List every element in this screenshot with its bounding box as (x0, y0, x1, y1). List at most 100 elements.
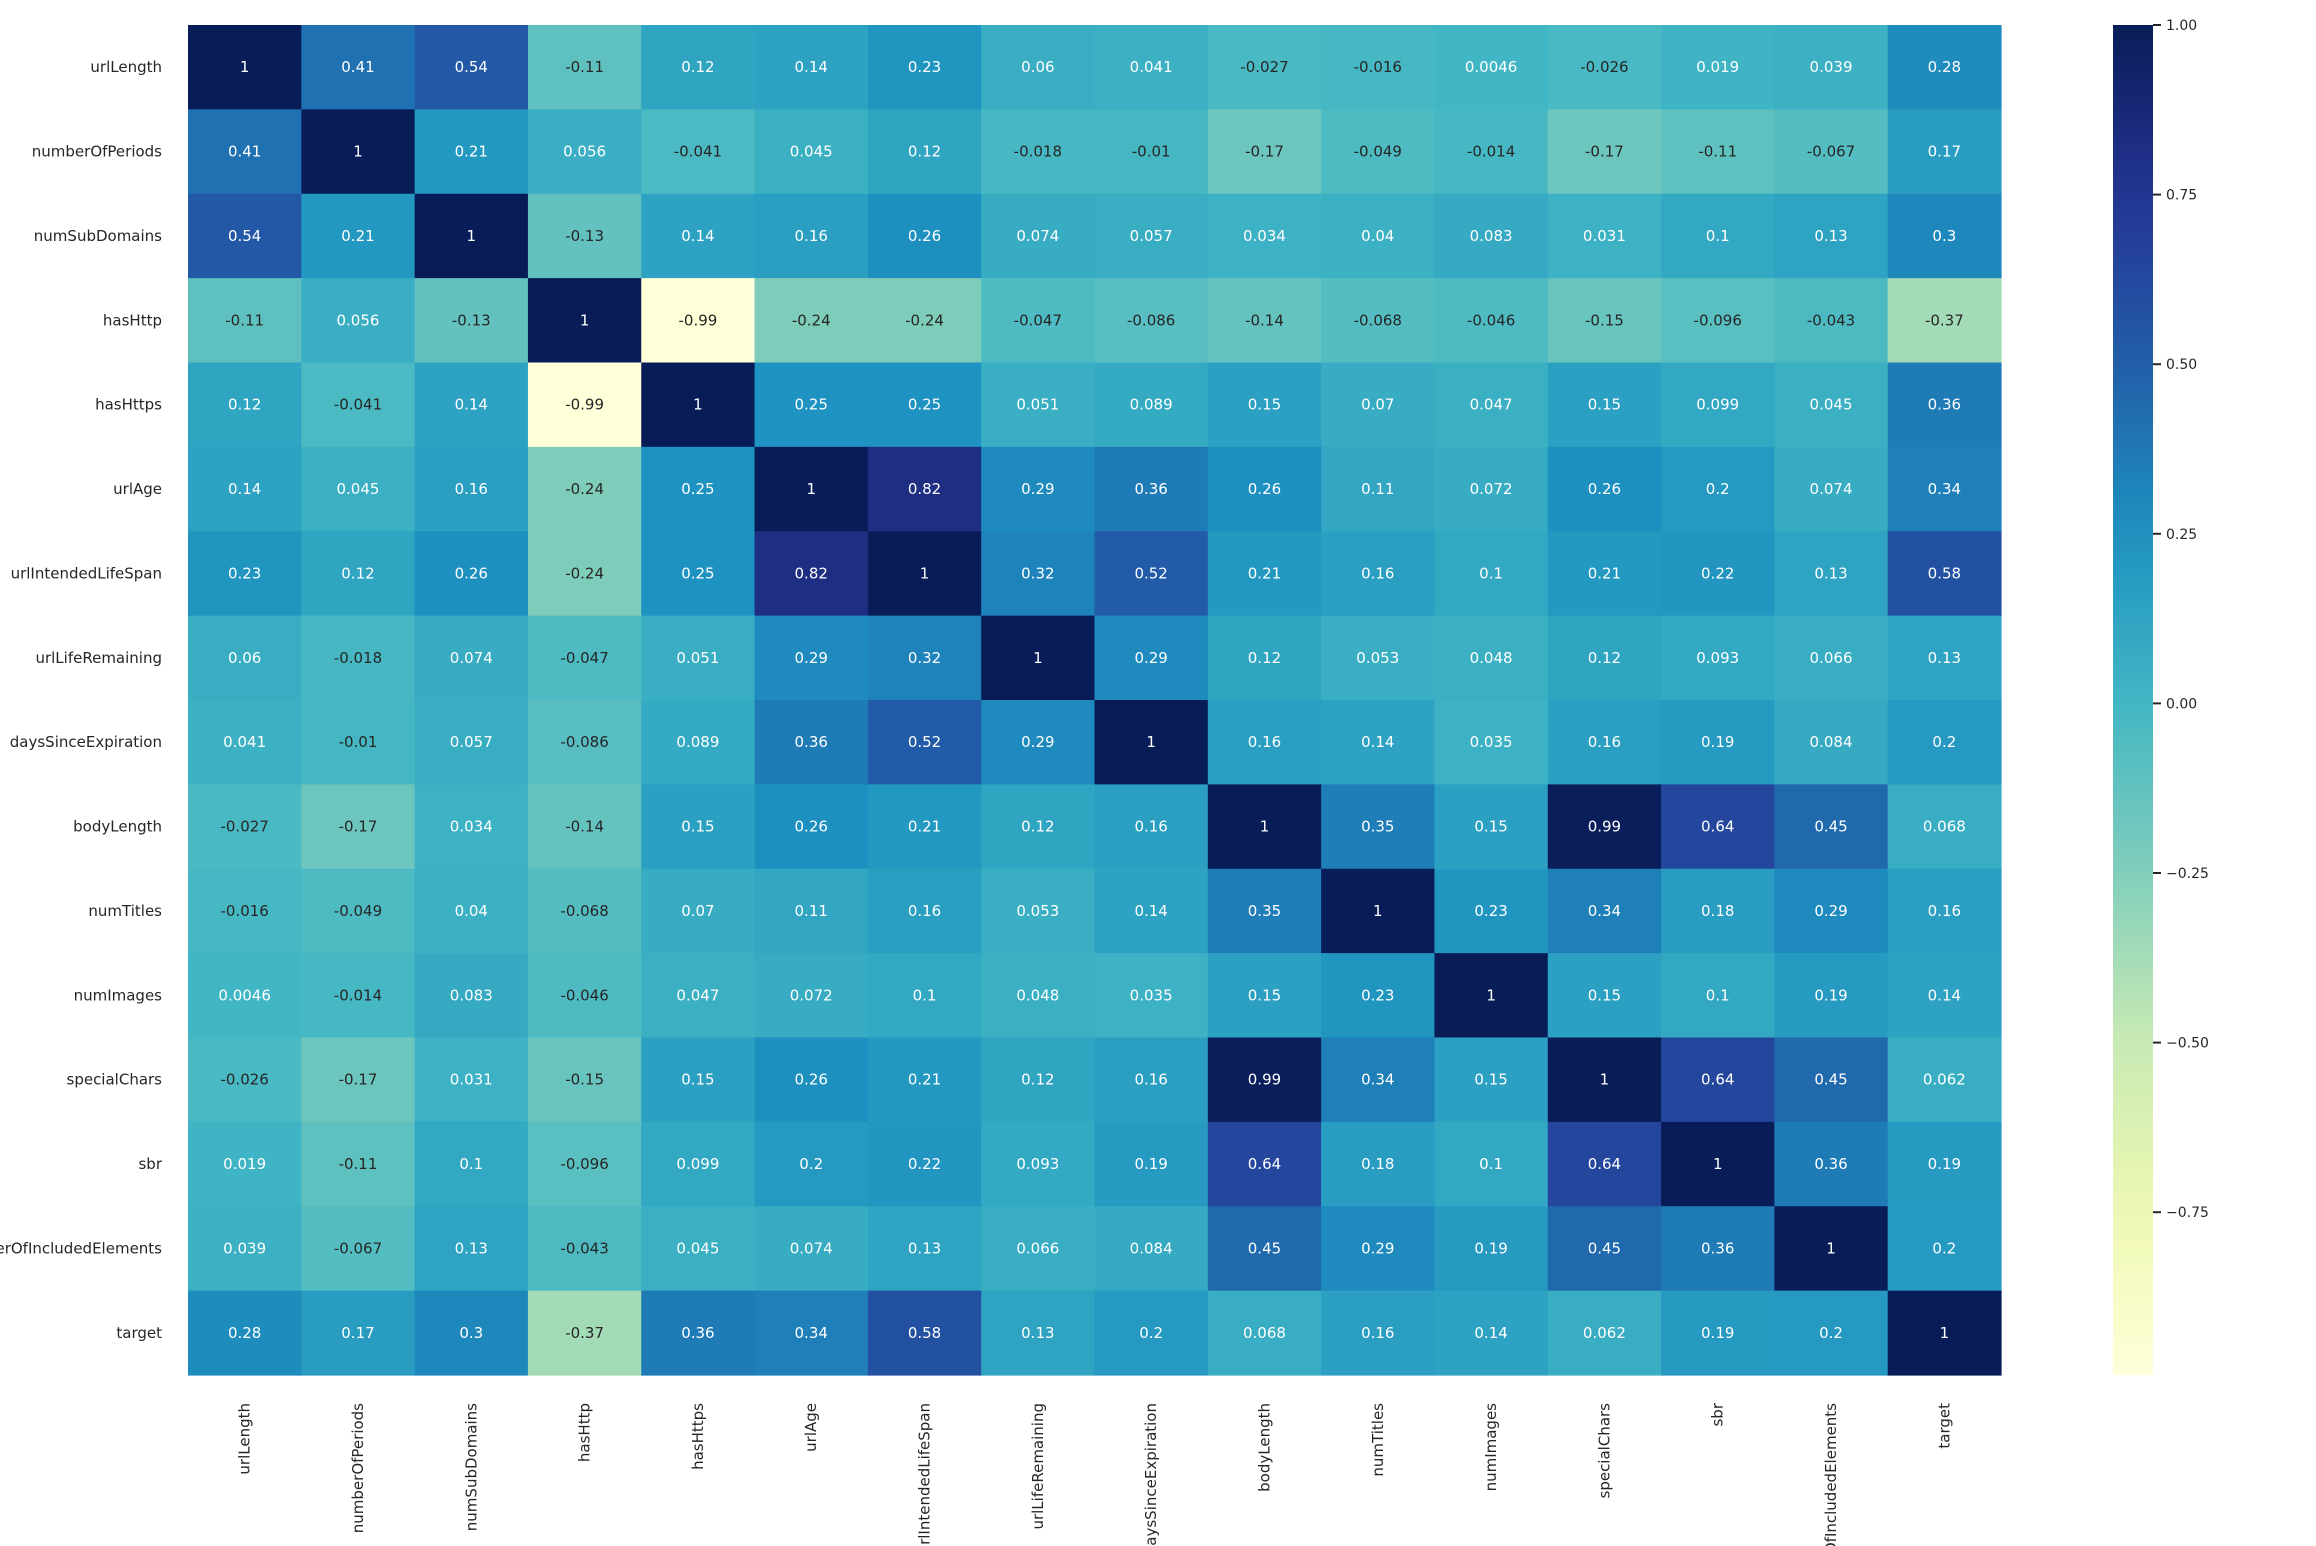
x-tick-label: numImages (1482, 1403, 1500, 1492)
heatmap-cell (1547, 446, 1662, 532)
cell-value-label: 0.45 (1588, 1239, 1621, 1257)
cell-value-label: 0.82 (908, 480, 941, 498)
heatmap-cell (414, 1037, 529, 1123)
heatmap-cell (1774, 784, 1889, 870)
heatmap-cell (1434, 868, 1549, 954)
cell-value-label: -0.17 (1585, 143, 1624, 161)
cell-value-label: 0.031 (450, 1071, 493, 1089)
cell-value-label: -0.11 (225, 311, 264, 329)
cell-value-label: 1 (580, 311, 590, 329)
cell-value-label: -0.11 (339, 1155, 378, 1173)
cell-value-label: 0.45 (1248, 1239, 1281, 1257)
heatmap-cell (641, 446, 756, 532)
heatmap-cell (1661, 615, 1775, 701)
cell-value-label: 0.2 (799, 1155, 823, 1173)
cell-value-label: 0.2 (1819, 1324, 1843, 1342)
heatmap-cell (754, 109, 869, 195)
cell-value-label: -0.17 (339, 818, 378, 836)
cell-value-label: -0.041 (674, 143, 722, 161)
heatmap-cell (1207, 1037, 1322, 1123)
heatmap-cell (527, 446, 642, 532)
cell-value-label: 0.04 (1361, 227, 1394, 245)
cell-value-label: 0.45 (1814, 818, 1847, 836)
cell-value-label: 0.04 (455, 902, 488, 920)
heatmap-cell (641, 953, 756, 1039)
heatmap-cell (188, 278, 302, 364)
y-tick-label: urlLifeRemaining (35, 649, 162, 667)
cell-value-label: 0.23 (1474, 902, 1507, 920)
cell-value-label: -0.026 (1580, 58, 1628, 76)
heatmap-cell (641, 1206, 756, 1292)
cell-value-label: -0.37 (565, 1324, 604, 1342)
cell-value-label: 0.2 (1932, 1239, 1956, 1257)
cell-value-label: 0.54 (455, 58, 488, 76)
heatmap-cell (1321, 1037, 1436, 1123)
heatmap-cell (754, 362, 869, 448)
y-tick-label: sbr (138, 1155, 162, 1173)
cell-value-label: 0.29 (1021, 733, 1054, 751)
cell-value-label: 0.34 (1361, 1071, 1394, 1089)
heatmap-cell (1434, 362, 1549, 448)
cell-value-label: 0.18 (1701, 902, 1734, 920)
heatmap-cell (414, 531, 529, 617)
heatmap-cell (1321, 362, 1436, 448)
heatmap-cell (867, 1037, 982, 1123)
heatmap-cell (1207, 109, 1322, 195)
cell-value-label: 0.15 (681, 1071, 714, 1089)
cell-value-label: 0.14 (1134, 902, 1167, 920)
x-tick-label: sbr (1709, 1402, 1727, 1426)
cell-value-label: 0.3 (459, 1324, 483, 1342)
heatmap-cell (1774, 531, 1889, 617)
x-tick-label: urlLength (236, 1403, 254, 1475)
cell-value-label: 0.26 (1588, 480, 1621, 498)
heatmap-cell (527, 193, 642, 279)
heatmap-cell (1774, 193, 1889, 279)
x-tick-label: numSubDomains (462, 1403, 480, 1531)
cell-value-label: 0.29 (1134, 649, 1167, 667)
heatmap-cell (188, 109, 302, 195)
cell-value-label: 0.19 (1474, 1239, 1507, 1257)
heatmap-cell (188, 784, 302, 870)
heatmap-cell (1887, 109, 2002, 195)
heatmap-cell (527, 531, 642, 617)
colorbar-tick-label: −0.25 (2166, 866, 2209, 882)
cell-value-label: 0.14 (1361, 733, 1394, 751)
heatmap-cell (641, 1290, 756, 1376)
cell-value-label: 0.22 (908, 1155, 941, 1173)
cell-value-label: -0.24 (905, 311, 944, 329)
cell-value-label: 0.15 (1248, 986, 1281, 1004)
heatmap-cell (1094, 1037, 1209, 1123)
heatmap-cell (981, 446, 1096, 532)
cell-value-label: 0.07 (681, 902, 714, 920)
heatmap-cell (867, 193, 982, 279)
heatmap-cell (1547, 1037, 1662, 1123)
heatmap-cell (641, 868, 756, 954)
cell-value-label: 0.16 (1361, 564, 1394, 582)
cell-value-label: -0.086 (560, 733, 608, 751)
cell-value-label: 0.045 (336, 480, 379, 498)
cell-value-label: 0.12 (681, 58, 714, 76)
cell-value-label: 0.053 (1356, 649, 1399, 667)
cell-value-label: -0.37 (1925, 311, 1964, 329)
cell-value-label: 0.057 (1130, 227, 1173, 245)
cell-value-label: 1 (920, 564, 930, 582)
y-tick-label: numTitles (88, 902, 162, 920)
heatmap-cell (188, 446, 302, 532)
heatmap-cell (1094, 615, 1209, 701)
cell-value-label: 0.089 (676, 733, 719, 751)
heatmap-cell (301, 362, 416, 448)
heatmap-cell (527, 868, 642, 954)
x-tick-label: berOfIncludedElements (1822, 1403, 1840, 1546)
cell-value-label: 0.64 (1701, 818, 1734, 836)
cell-value-label: 1 (1486, 986, 1496, 1004)
x-tick-label: urlIntendedLifeSpan (916, 1403, 934, 1546)
heatmap-cell (981, 868, 1096, 954)
heatmap-cell (867, 531, 982, 617)
cell-value-label: 0.16 (908, 902, 941, 920)
cell-value-label: 0.64 (1701, 1071, 1734, 1089)
x-tick-label: urlAge (802, 1403, 820, 1452)
cell-value-label: 0.035 (1130, 986, 1173, 1004)
cell-value-label: 0.099 (676, 1155, 719, 1173)
cell-value-label: -0.041 (334, 396, 382, 414)
heatmap-cell (1321, 1121, 1436, 1207)
